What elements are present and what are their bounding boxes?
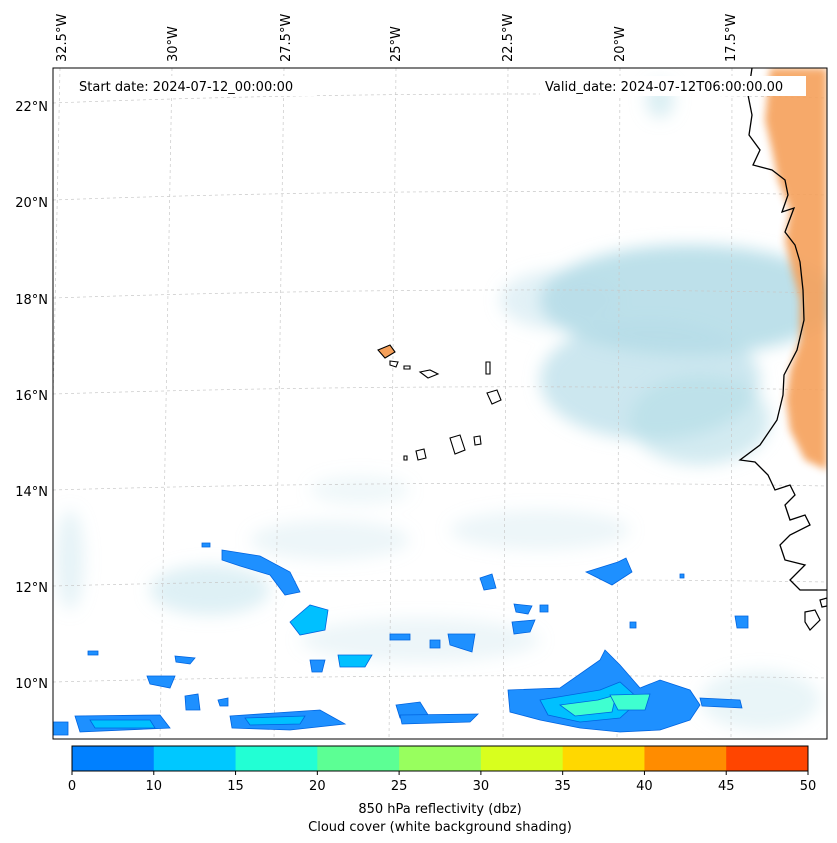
lon-label: 30°W [166, 26, 181, 62]
colorbar-swatch [72, 746, 155, 771]
colorbar-swatch [480, 746, 564, 771]
lat-label: 22°N [15, 100, 48, 115]
colorbar-tick-label: 30 [473, 779, 490, 794]
lat-label: 10°N [15, 677, 48, 692]
colorbar-swatches [72, 746, 809, 771]
colorbar-swatch [562, 746, 645, 771]
colorbar-swatch [235, 746, 318, 771]
lon-label: 27.5°W [279, 14, 294, 62]
colorbar-tick-label: 20 [309, 779, 326, 794]
colorbar-tick-label: 15 [227, 779, 244, 794]
colorbar-tick-label: 0 [68, 779, 76, 794]
colorbar-ticks: 0 10 15 20 25 30 35 40 45 50 [68, 771, 816, 794]
colorbar-label: 850 hPa reflectivity (dbz) [358, 802, 521, 817]
valid-date-box [540, 76, 806, 96]
colorbar-tick-label: 10 [146, 779, 163, 794]
reflectivity-cells [53, 542, 749, 736]
colorbar-tick-label: 35 [554, 779, 571, 794]
lat-label: 20°N [15, 196, 48, 211]
colorbar: 0 10 15 20 25 30 35 40 45 50 850 hPa reflectivity… [68, 745, 816, 835]
colorbar-swatch [317, 746, 400, 771]
colorbar-tick-label: 25 [391, 779, 408, 794]
start-date-label: Start date: 2024-07-12_00:00:00 [79, 80, 293, 95]
lon-label: 32.5°W [55, 14, 70, 62]
cape-verde-islands [377, 344, 502, 461]
map-frame [52, 67, 828, 740]
lon-label: 22.5°W [501, 14, 516, 62]
colorbar-swatch [399, 746, 482, 771]
colorbar-swatch [153, 746, 237, 771]
colorbar-tick-label: 45 [718, 779, 735, 794]
colorbar-tick-label: 50 [800, 779, 817, 794]
colorbar-sublabel: Cloud cover (white background shading) [308, 820, 572, 835]
start-date-box [74, 76, 314, 96]
valid-date-label: Valid_date: 2024-07-12T06:00:00.00 [545, 80, 783, 95]
colorbar-frame [71, 745, 809, 772]
coastline-islands-south [804, 597, 827, 631]
lat-label: 16°N [15, 389, 48, 404]
longitude-labels: 32.5°W 30°W 27.5°W 25°W 22.5°W 20°W 17.5… [55, 14, 739, 62]
colorbar-swatch [644, 746, 727, 771]
african-coastline [738, 68, 827, 591]
colorbar-tick-label: 40 [636, 779, 653, 794]
colorbar-swatch [726, 746, 809, 771]
land-shading [765, 68, 827, 470]
cloud-cover-shading [56, 82, 827, 730]
lat-label: 12°N [15, 581, 48, 596]
lon-label: 25°W [389, 26, 404, 62]
latitude-labels: 22°N 20°N 18°N 16°N 14°N 12°N 10°N [15, 100, 48, 692]
lon-label: 17.5°W [724, 14, 739, 62]
lat-label: 18°N [15, 293, 48, 308]
lat-label: 14°N [15, 485, 48, 500]
lon-label: 20°W [613, 26, 628, 62]
